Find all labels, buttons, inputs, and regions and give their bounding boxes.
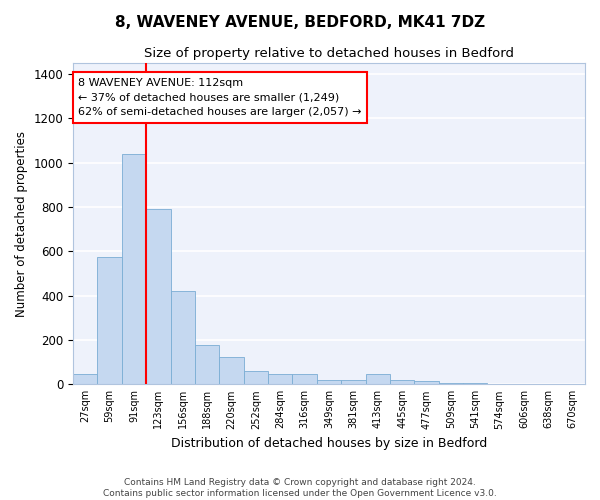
Bar: [463, 383, 487, 384]
Bar: [317, 380, 341, 384]
Title: Size of property relative to detached houses in Bedford: Size of property relative to detached ho…: [144, 48, 514, 60]
Bar: [146, 210, 170, 384]
Bar: [73, 374, 97, 384]
Bar: [390, 380, 415, 384]
Bar: [439, 383, 463, 384]
Text: Contains HM Land Registry data © Crown copyright and database right 2024.
Contai: Contains HM Land Registry data © Crown c…: [103, 478, 497, 498]
Text: 8, WAVENEY AVENUE, BEDFORD, MK41 7DZ: 8, WAVENEY AVENUE, BEDFORD, MK41 7DZ: [115, 15, 485, 30]
Bar: [195, 345, 220, 385]
X-axis label: Distribution of detached houses by size in Bedford: Distribution of detached houses by size …: [171, 437, 487, 450]
Bar: [170, 292, 195, 384]
Bar: [415, 381, 439, 384]
Bar: [292, 374, 317, 384]
Bar: [365, 374, 390, 384]
Bar: [341, 380, 365, 384]
Bar: [220, 356, 244, 384]
Text: 8 WAVENEY AVENUE: 112sqm
← 37% of detached houses are smaller (1,249)
62% of sem: 8 WAVENEY AVENUE: 112sqm ← 37% of detach…: [78, 78, 362, 117]
Bar: [244, 370, 268, 384]
Bar: [97, 258, 122, 384]
Bar: [268, 374, 292, 384]
Y-axis label: Number of detached properties: Number of detached properties: [15, 130, 28, 316]
Bar: [122, 154, 146, 384]
